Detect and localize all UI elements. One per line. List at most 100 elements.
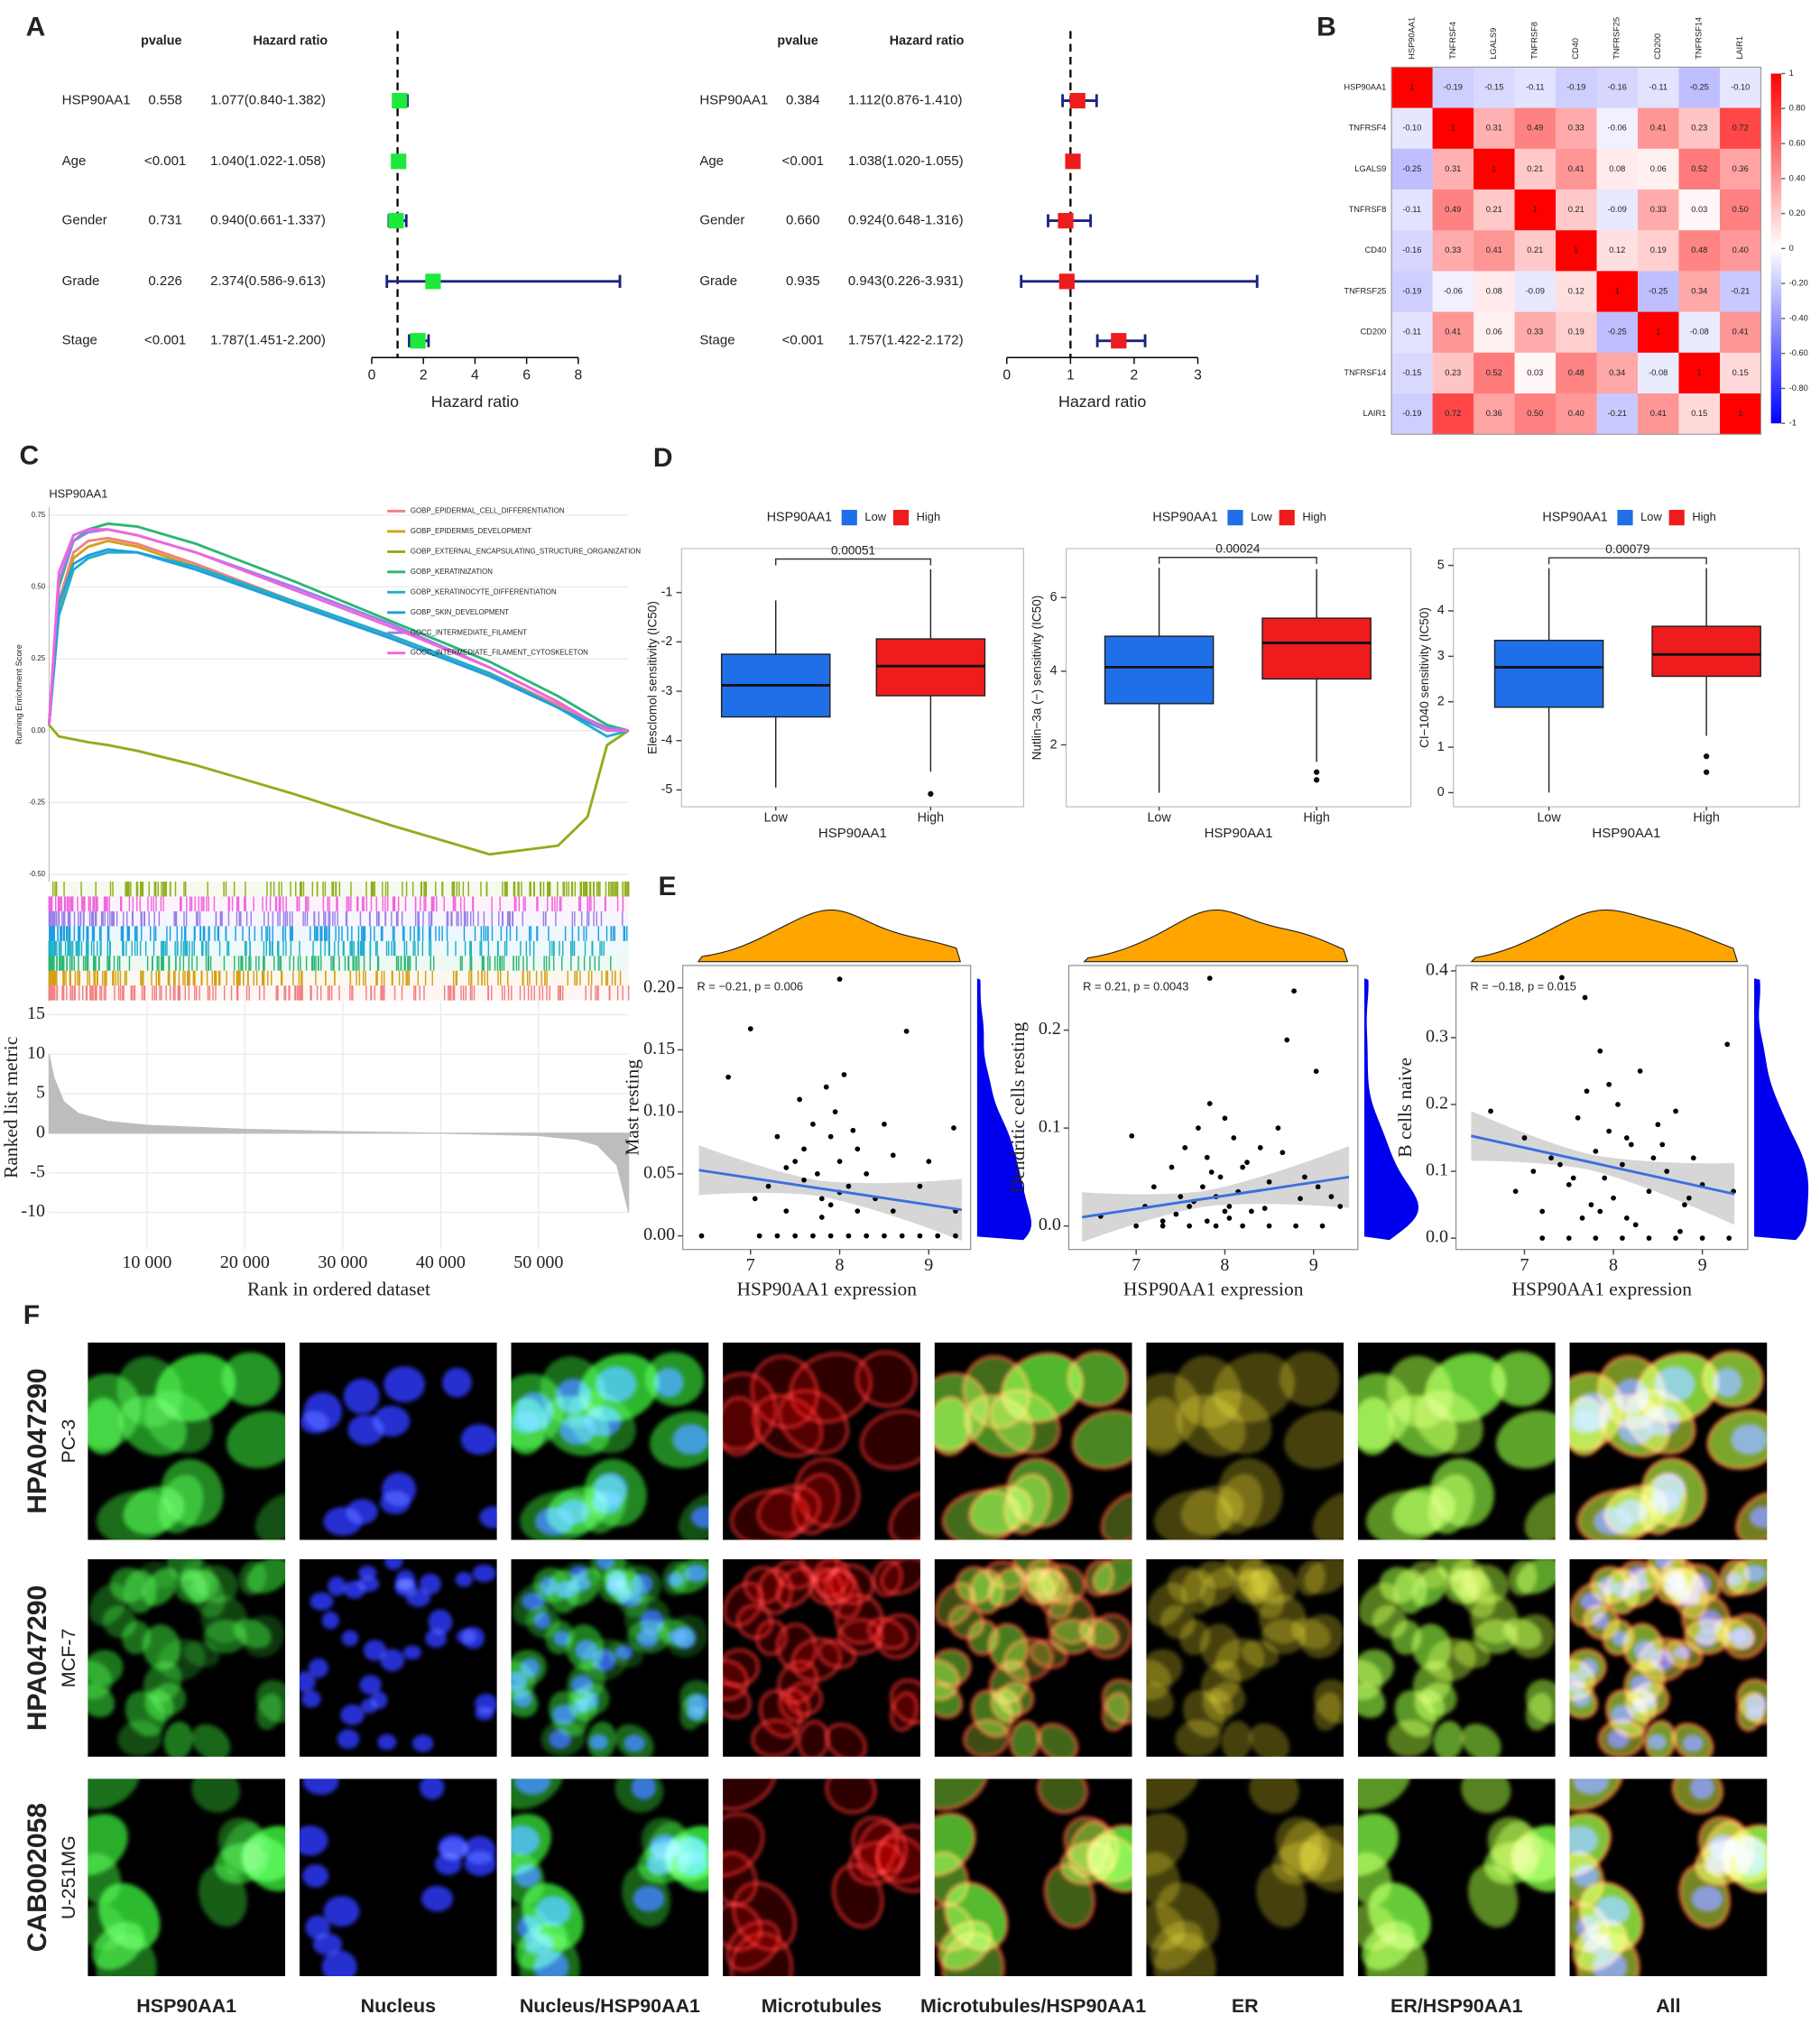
p-value: 0.731 xyxy=(148,213,182,228)
cell-label: -0.15 xyxy=(1402,368,1421,377)
nucleus-signal xyxy=(1571,1690,1592,1708)
hazard-ratio-label: 1.787(1.451-2.200) xyxy=(210,333,326,348)
cell-label: -0.06 xyxy=(1444,286,1463,295)
protein-signal xyxy=(1387,1720,1432,1757)
heatmap-cell xyxy=(1432,352,1474,394)
heatmap-cell xyxy=(1514,107,1557,150)
x-tick-label: 4 xyxy=(471,367,479,383)
point xyxy=(1206,975,1213,981)
point xyxy=(1315,1184,1321,1190)
point xyxy=(1178,1194,1184,1199)
protein-signal xyxy=(1027,1568,1056,1603)
point xyxy=(810,1122,816,1127)
point xyxy=(1298,1196,1303,1202)
cell-label: 1 xyxy=(1409,82,1414,91)
point xyxy=(1261,1206,1268,1211)
point xyxy=(827,1133,834,1140)
heatmap-cell xyxy=(1719,393,1761,435)
heatmap-cell xyxy=(1514,230,1557,272)
y-tick-label: -2 xyxy=(661,634,673,649)
y-tick-label: 0.2 xyxy=(1426,1094,1448,1114)
micrograph xyxy=(1146,1779,1344,1977)
point xyxy=(1699,1235,1705,1241)
point xyxy=(747,1026,753,1031)
microtubule-signal xyxy=(723,1582,764,1627)
cell-label: 0.21 xyxy=(1486,205,1502,214)
point xyxy=(855,1146,861,1152)
nucleus-signal xyxy=(1651,1472,1686,1507)
point xyxy=(1159,1223,1166,1229)
cell-label: 0.03 xyxy=(1691,205,1707,214)
heatmap-cell xyxy=(1514,67,1557,109)
heatmap-cell xyxy=(1432,271,1474,313)
x-tick-label: 20 000 xyxy=(220,1252,270,1272)
enrichment-curve xyxy=(47,550,630,738)
heatmap-cell xyxy=(1514,393,1557,435)
protein-signal xyxy=(1431,1458,1494,1527)
y-axis-title: Dendritic cells resting xyxy=(1007,1021,1029,1193)
column-label: HSP90AA1 xyxy=(136,1995,236,2017)
cell-label: -0.15 xyxy=(1484,82,1503,91)
heatmap-cell xyxy=(1514,352,1557,394)
y-tick-label: 2 xyxy=(1050,737,1058,752)
nucleus-signal xyxy=(343,1378,380,1414)
micrograph xyxy=(1146,1342,1344,1540)
heatmap-cell xyxy=(1638,393,1679,435)
nucleus-signal xyxy=(411,1734,434,1752)
y-tick-label: 0.20 xyxy=(643,976,675,996)
hazard-ratio-label: 0.924(0.648-1.316) xyxy=(848,213,964,228)
nucleus-signal xyxy=(553,1630,570,1647)
point xyxy=(1275,1125,1281,1131)
legend-label: High xyxy=(1302,510,1326,523)
heatmap-cell xyxy=(1432,189,1474,231)
nucleus-signal xyxy=(460,1424,497,1455)
y-tick-label: 5 xyxy=(36,1083,45,1103)
microtubule-signal xyxy=(875,1834,920,1893)
cell-label: -0.19 xyxy=(1402,286,1421,295)
nucleus-signal xyxy=(631,1779,656,1800)
nucleus-signal xyxy=(1578,1658,1599,1678)
cell-label: 1 xyxy=(1656,328,1660,337)
cell-label: 0.36 xyxy=(1732,164,1749,173)
protein-signal xyxy=(934,1779,987,1810)
row-label: Stage xyxy=(62,333,97,348)
x-tick-label: 8 xyxy=(574,367,582,383)
micrograph xyxy=(511,1342,709,1540)
nucleus-signal xyxy=(515,1392,554,1431)
nucleus-signal xyxy=(672,1424,709,1455)
protein-signal xyxy=(142,1624,181,1670)
point xyxy=(882,1233,887,1239)
x-tick-label: 0 xyxy=(368,367,376,383)
cell-label: -0.10 xyxy=(1731,82,1750,91)
point xyxy=(801,1177,807,1183)
heatmap-cell xyxy=(1678,189,1721,231)
nucleus-signal xyxy=(1647,1733,1668,1751)
heatmap-cell xyxy=(1474,67,1515,109)
nucleus-signal xyxy=(1749,1506,1768,1529)
nucleus-signal xyxy=(323,1896,360,1927)
cell-label: 0.40 xyxy=(1732,245,1749,254)
x-tick-label: 3 xyxy=(1194,367,1202,383)
x-tick-label: Low xyxy=(764,811,789,826)
microtubule-signal xyxy=(860,1409,920,1470)
y-tick-label: -10 xyxy=(21,1201,45,1221)
x-tick-label: 9 xyxy=(924,1255,933,1275)
legend-title: HSP90AA1 xyxy=(767,510,832,524)
nucleus-signal xyxy=(1725,1572,1743,1587)
x-tick-label: 8 xyxy=(836,1255,845,1275)
nucleus-signal xyxy=(593,1472,628,1507)
protein-signal xyxy=(117,1720,162,1757)
heatmap-cell xyxy=(1474,107,1515,150)
cell-label: 0.72 xyxy=(1732,124,1749,133)
protein-signal xyxy=(1461,1723,1501,1757)
y-tick-label: -5 xyxy=(30,1161,45,1181)
microtubule-signal xyxy=(797,1720,829,1757)
chart-title: HSP90AA1 xyxy=(49,486,107,500)
point xyxy=(1646,1235,1652,1241)
column-header: Hazard ratio xyxy=(890,34,965,49)
x-axis-title: Hazard ratio xyxy=(1058,393,1146,411)
point xyxy=(1133,1223,1140,1229)
point xyxy=(1313,1068,1319,1075)
microtubule-signal xyxy=(815,1567,845,1604)
density-right xyxy=(1364,978,1419,1241)
